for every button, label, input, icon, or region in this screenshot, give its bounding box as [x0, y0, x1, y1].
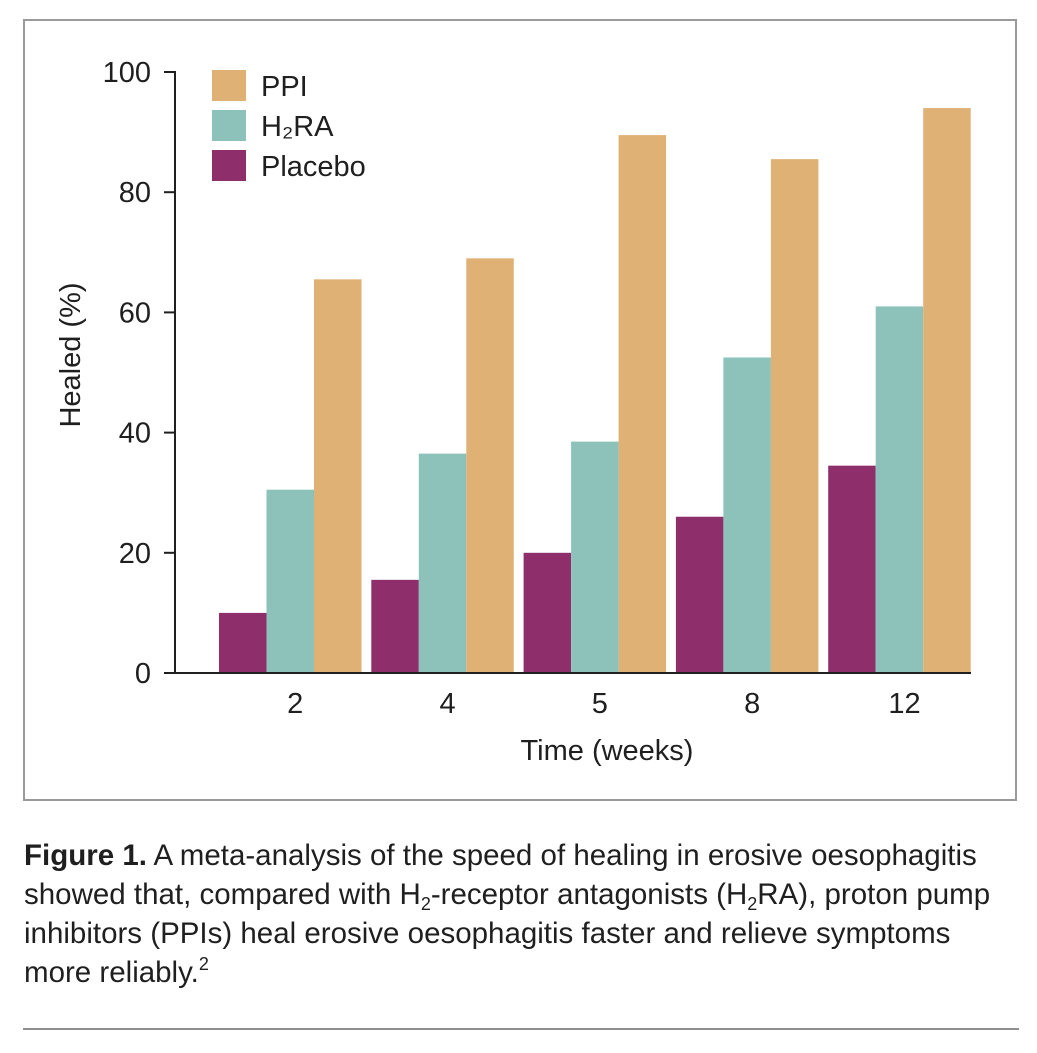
y-tick-label: 80 — [119, 177, 151, 209]
bar-h2ra-week-2 — [266, 489, 314, 673]
bar-placebo-week-8 — [675, 516, 724, 673]
y-tick-label: 20 — [119, 538, 151, 570]
bar-ppi-week-5 — [618, 135, 667, 674]
x-axis-title: Time (weeks) — [521, 735, 694, 767]
legend-label-placebo: Placebo — [261, 151, 366, 183]
bar-ppi-week-8 — [770, 159, 819, 673]
y-axis-title: Healed (%) — [55, 282, 87, 427]
legend-label-ppi: PPI — [261, 71, 308, 103]
bar-h2ra-week-5 — [571, 441, 619, 673]
bar-ppi-week-4 — [466, 258, 514, 673]
caption-subscript-2: 2 — [747, 894, 758, 914]
caption-subscript-1: 2 — [420, 894, 431, 914]
figure-label: Figure 1. — [24, 839, 147, 872]
bottom-rule — [23, 1028, 1019, 1030]
caption-text-1: A meta-analysis of the speed of healing … — [24, 839, 977, 911]
bar-h2ra-week-4 — [418, 453, 467, 673]
legend-swatch-placebo — [212, 150, 246, 181]
bar-h2ra-week-8 — [723, 357, 771, 673]
bar-ppi-week-2 — [314, 279, 362, 673]
bar-placebo-week-2 — [219, 612, 267, 673]
bar-placebo-week-4 — [371, 579, 419, 673]
caption-text-2: -receptor antagonists (H — [430, 878, 748, 911]
legend-swatch-ppi — [212, 70, 246, 101]
y-tick-label: 0 — [135, 658, 151, 690]
legend-label-h2ra: H₂RA — [261, 111, 334, 143]
y-tick-label: 100 — [103, 57, 151, 89]
y-tick-label: 60 — [119, 297, 151, 329]
bar-chart: 2 4 5 8 12 0 20 40 60 80 100 Healed (%) Time (weeks)… — [55, 57, 971, 767]
legend-swatch-h2ra — [212, 110, 246, 141]
x-tick-label: 2 — [287, 688, 303, 720]
bar-ppi-week-12 — [923, 108, 971, 673]
caption-reference: 2 — [198, 954, 209, 974]
y-tick-label: 40 — [119, 418, 151, 450]
x-tick-label: 8 — [744, 688, 760, 720]
bar-placebo-week-12 — [828, 465, 876, 673]
x-tick-label: 5 — [592, 688, 608, 720]
caption-text-3: RA), proton pump inhibitors (PPIs) heal … — [24, 878, 991, 989]
figure-caption: Figure 1. A meta-analysis of the speed o… — [24, 836, 1024, 992]
x-tick-label: 12 — [888, 688, 920, 720]
bar-h2ra-week-12 — [875, 306, 924, 673]
bar-placebo-week-5 — [523, 552, 572, 673]
x-tick-label: 4 — [439, 688, 455, 720]
